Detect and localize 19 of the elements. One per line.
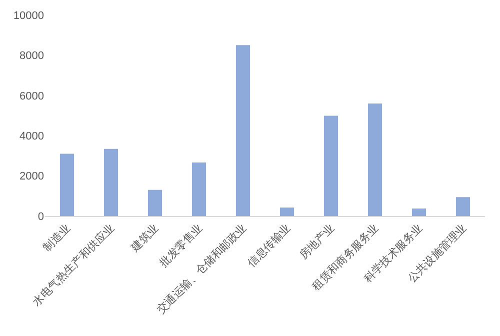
y-tick-label: 8000 — [20, 50, 44, 62]
y-tick-label: 6000 — [20, 90, 44, 102]
x-tick-label: 信息传输业 — [244, 222, 294, 270]
bar — [60, 154, 74, 216]
bar — [456, 197, 470, 216]
y-tick-label: 0 — [38, 210, 44, 223]
x-tick-label: 建筑业 — [128, 222, 162, 255]
bar — [148, 190, 162, 216]
y-tick-label: 10000 — [13, 10, 44, 22]
y-tick-label: 2000 — [20, 170, 44, 183]
bar — [368, 103, 382, 216]
bar — [104, 148, 118, 216]
bar — [192, 162, 206, 216]
bar — [412, 208, 426, 216]
x-tick-label: 制造业 — [40, 222, 74, 254]
bar — [280, 208, 294, 216]
bar — [324, 116, 338, 216]
y-tick-label: 4000 — [20, 130, 44, 142]
bar — [236, 45, 250, 216]
